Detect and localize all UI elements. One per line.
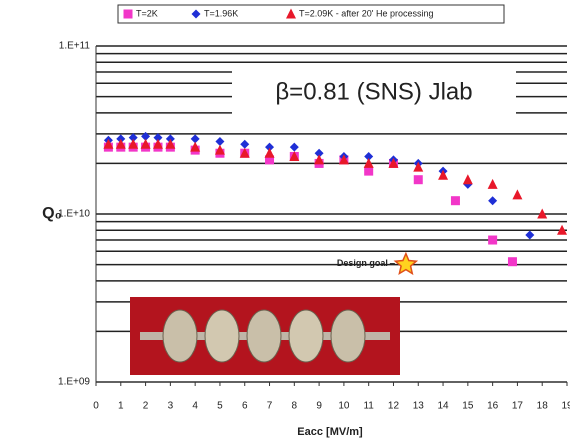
data-point bbox=[240, 139, 250, 149]
x-axis-label: Eacc [MV/m] bbox=[297, 426, 363, 438]
design-goal-star bbox=[393, 251, 419, 276]
data-point bbox=[289, 142, 299, 152]
legend-marker bbox=[123, 9, 133, 19]
data-point bbox=[413, 161, 424, 172]
data-point bbox=[140, 138, 151, 149]
data-point bbox=[215, 137, 225, 147]
x-tick-label: 8 bbox=[292, 401, 298, 412]
data-point bbox=[364, 151, 374, 161]
data-point bbox=[512, 189, 523, 200]
data-point bbox=[289, 150, 300, 161]
data-point bbox=[363, 157, 374, 168]
data-point bbox=[557, 224, 568, 235]
data-point bbox=[462, 174, 473, 185]
x-tick-label: 16 bbox=[487, 401, 499, 412]
data-point bbox=[525, 230, 535, 240]
data-point bbox=[152, 138, 163, 149]
data-point bbox=[115, 138, 126, 149]
x-tick-label: 4 bbox=[192, 401, 198, 412]
data-point bbox=[214, 144, 225, 155]
x-tick-label: 6 bbox=[242, 401, 248, 412]
cavity-photo bbox=[130, 297, 400, 375]
data-point bbox=[141, 131, 151, 141]
legend-marker bbox=[191, 9, 201, 19]
x-tick-label: 15 bbox=[462, 401, 474, 412]
y-tick-label: 1.E+11 bbox=[59, 41, 91, 52]
x-tick-label: 11 bbox=[363, 401, 374, 412]
data-point bbox=[314, 148, 324, 158]
annotation: β=0.81 (SNS) Jlab bbox=[275, 78, 472, 105]
data-point bbox=[364, 166, 374, 176]
data-point bbox=[438, 169, 449, 180]
data-point bbox=[190, 134, 200, 144]
x-tick-label: 19 bbox=[561, 401, 570, 412]
data-point bbox=[103, 138, 114, 149]
x-tick-label: 5 bbox=[217, 401, 223, 412]
data-point bbox=[413, 175, 423, 185]
legend-marker bbox=[286, 8, 296, 19]
x-tick-label: 12 bbox=[388, 401, 400, 412]
data-point bbox=[153, 133, 163, 143]
annotation-box bbox=[232, 68, 516, 116]
data-point bbox=[450, 196, 460, 206]
data-point bbox=[239, 147, 250, 158]
x-tick-label: 18 bbox=[537, 401, 549, 412]
data-point bbox=[488, 196, 498, 206]
x-tick-label: 0 bbox=[93, 401, 99, 412]
data-point bbox=[265, 155, 275, 165]
data-point bbox=[507, 257, 517, 267]
legend-label: T=1.96K bbox=[204, 8, 238, 18]
y-tick-label: 1.E+10 bbox=[58, 209, 90, 220]
y-axis-label: Q₀ bbox=[42, 205, 62, 222]
data-point bbox=[165, 138, 176, 149]
data-point bbox=[388, 157, 399, 168]
x-tick-label: 14 bbox=[437, 401, 449, 412]
data-point bbox=[264, 147, 275, 158]
data-point bbox=[487, 178, 498, 189]
data-point bbox=[128, 133, 138, 143]
data-point bbox=[265, 142, 275, 152]
legend-label: T=2K bbox=[136, 8, 158, 18]
y-tick-label: 1.E+09 bbox=[58, 377, 90, 388]
x-tick-label: 2 bbox=[143, 401, 149, 412]
x-tick-label: 3 bbox=[168, 401, 174, 412]
x-tick-label: 1 bbox=[118, 401, 124, 412]
x-tick-label: 7 bbox=[267, 401, 273, 412]
x-tick-label: 10 bbox=[338, 401, 350, 412]
data-point bbox=[537, 208, 548, 219]
x-tick-label: 17 bbox=[512, 401, 524, 412]
data-point bbox=[314, 154, 325, 165]
legend-label: T=2.09K - after 20' He processing bbox=[299, 8, 434, 18]
x-tick-label: 13 bbox=[413, 401, 425, 412]
data-point bbox=[190, 141, 201, 152]
data-point bbox=[488, 235, 498, 245]
data-point bbox=[128, 138, 139, 149]
design-goal-label: Design goal bbox=[337, 258, 388, 268]
legend-box bbox=[117, 4, 505, 24]
x-tick-label: 9 bbox=[316, 401, 322, 412]
data-point bbox=[338, 154, 349, 165]
